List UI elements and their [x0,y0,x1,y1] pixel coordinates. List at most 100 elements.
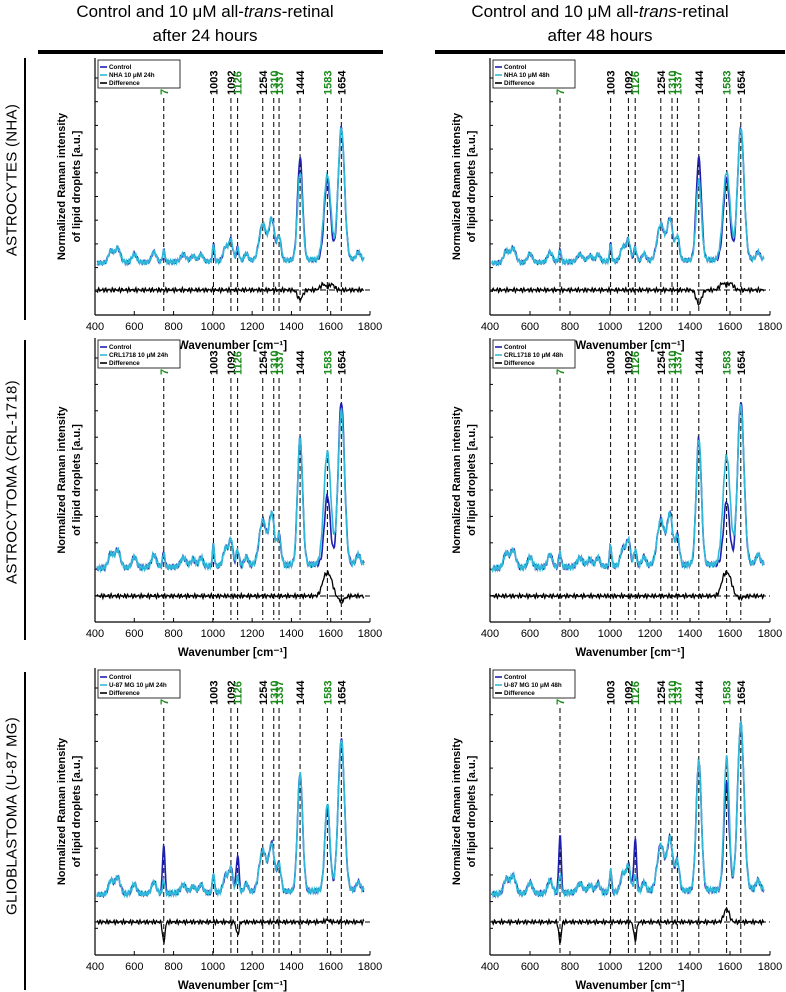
peak-label: 1092 [226,71,238,95]
column-rule-left [38,50,383,54]
peak-label: 1583 [722,351,734,375]
legend-box [97,669,181,699]
legend-entry: NHA 10 μM 48h [504,72,550,79]
legend-entry: U-87 MG 10 μM 48h [504,682,562,689]
peak-label: 1444 [295,350,307,375]
peak-label: 1310 [269,71,281,95]
y-axis-label: of lipid droplets [a.u.] [466,424,478,536]
x-axis-label: Wavenumber [cm⁻¹] [178,647,287,659]
legend-entry: Difference [109,360,140,367]
peak-label: 1003 [208,351,220,375]
difference-series-line [96,281,365,303]
peak-label: 1310 [667,681,679,705]
legend-entry: Difference [109,80,140,87]
x-tick-label: 1400 [678,628,702,640]
peak-label: 1583 [322,71,334,95]
chart-panel-6: 400 600 800 1000 1200 1400 1600 1800 Wavenumber … [451,668,782,992]
peak-label: 1654 [736,70,748,95]
y-axis-label: of lipid droplets [a.u.] [71,130,83,242]
y-axis-label: Normalized Raman intensity [56,112,68,260]
legend-entry: CRL1718 10 μM 48h [504,352,563,359]
peak-label: 1310 [667,71,679,95]
peak-label: 1444 [295,70,307,95]
difference-series-line [96,917,365,945]
y-axis-label: of lipid droplets [a.u.] [466,130,478,242]
x-tick-label: 1000 [201,628,225,640]
x-tick-label: 1000 [598,628,622,640]
x-tick-label: 1200 [240,628,264,640]
y-axis-label: of lipid droplets [a.u.] [466,755,478,867]
difference-series-line [491,280,765,307]
chart-panel-5: 400 600 800 1000 1200 1400 1600 1800 Wavenumber … [56,668,382,992]
legend-entry: NHA 10 μM 24h [109,72,155,79]
x-tick-label: 400 [86,961,104,973]
peak-label: 1126 [630,351,642,375]
x-tick-label: 1200 [240,321,264,333]
x-tick-label: 600 [125,961,143,973]
treated-series-line [491,721,765,900]
row-label-box-u87 [0,672,26,990]
peak-label: 1003 [606,71,618,95]
peak-label: 1583 [322,681,334,705]
legend-entry: Difference [504,690,535,697]
peak-label: 1444 [694,680,706,705]
x-tick-label: 1600 [318,321,342,333]
difference-series-line [96,570,365,605]
x-tick-label: 1800 [358,961,382,973]
peak-label: 1654 [336,70,348,95]
peak-label: 1254 [258,680,270,705]
peak-label: 1654 [336,680,348,705]
peak-label: 1003 [606,681,618,705]
peak-label: 1126 [233,681,245,705]
chart-panel-4: 400 600 800 1000 1200 1400 1600 1800 Wavenumber … [451,338,782,659]
peak-label: 1310 [269,681,281,705]
x-tick-label: 1000 [598,961,622,973]
x-tick-label: 400 [481,961,499,973]
peak-label: 1092 [623,71,635,95]
legend-entry: Control [109,674,132,681]
treated-series-line [491,127,765,267]
difference-series-line [491,570,765,602]
peak-label: 1003 [208,71,220,95]
x-axis-label: Wavenumber [cm⁻¹] [178,340,287,352]
legend-entry: Difference [504,360,535,367]
treated-series-line [491,403,765,574]
peak-label: 1254 [656,70,668,95]
peak-label: 1337 [672,71,684,95]
x-tick-label: 1600 [318,628,342,640]
legend-entry: Control [504,344,527,351]
legend-entry: Difference [109,690,140,697]
x-tick-label: 400 [86,628,104,640]
peak-label: 1583 [722,71,734,95]
y-axis-label: Normalized Raman intensity [56,405,68,553]
x-tick-label: 400 [481,321,499,333]
row-label-box-crl [0,340,26,640]
peak-label: 1003 [208,681,220,705]
y-axis-label: of lipid droplets [a.u.] [71,755,83,867]
x-tick-label: 1000 [598,321,622,333]
x-tick-label: 1200 [638,321,662,333]
x-tick-label: 1200 [638,628,662,640]
chart-panel-1: 400 600 800 1000 1200 1400 1600 1800 Wavenumber … [56,58,382,352]
x-tick-label: 1800 [758,321,782,333]
peak-label: 1092 [226,681,238,705]
legend-entry: Control [109,344,132,351]
x-tick-label: 1400 [279,321,303,333]
x-tick-label: 1800 [758,628,782,640]
x-tick-label: 1200 [240,961,264,973]
treated-series-line [96,408,365,574]
legend-box [97,59,181,89]
peak-label: 1337 [274,351,286,375]
chart-panel-3: 400 600 800 1000 1200 1400 1600 1800 Wavenumber … [56,338,382,659]
row-label-box-nha [0,58,26,320]
x-tick-label: 1600 [718,628,742,640]
peak-label: 1444 [694,350,706,375]
x-tick-label: 1000 [201,321,225,333]
peak-label: 1654 [336,350,348,375]
peak-label: 1337 [672,681,684,705]
peak-label: 1092 [623,681,635,705]
peak-label: 1583 [722,681,734,705]
peak-label: 1654 [736,680,748,705]
x-tick-label: 600 [521,961,539,973]
